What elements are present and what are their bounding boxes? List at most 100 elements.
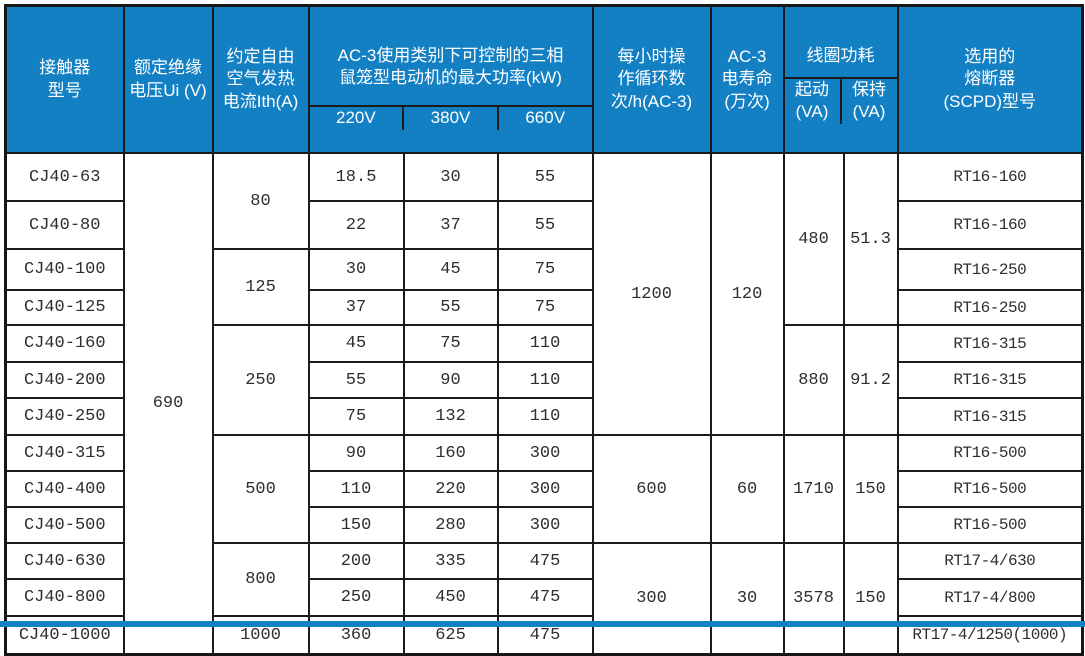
power-subheaders: 220V 380V 660V [311,107,591,130]
table-row: CJ40-80 22 37 55 RT16-160 [4,200,1084,251]
p660-cell: 55 [496,200,594,251]
cycles-cell: 600 [591,434,712,545]
ith-cell: 125 [211,248,310,327]
spec-table-sheet: 接触器 型号 额定绝缘 电压Ui (V) 约定自由 空气发热 电流Ith(A) … [4,4,1085,656]
model-cell: CJ40-250 [4,397,125,437]
ith-cell: 500 [211,434,310,545]
bottom-blue-bar [0,621,1085,627]
coil-start-cell: 1710 [782,434,845,545]
power-group-wrap: AC-3使用类别下可控制的三相 鼠笼型电动机的最大功率(kW) 220V 380… [310,29,591,130]
p220-cell: 90 [307,434,405,473]
p220-cell: 22 [307,200,405,251]
table-row: CJ40-800 250 450 475 RT17-4/800 [4,578,1084,618]
header-380v: 380V [402,107,497,130]
fuse-cell: RT16-500 [896,470,1084,509]
p220-cell: 75 [307,397,405,437]
p660-cell: 110 [496,361,594,400]
coil-hold-cell: 150 [842,434,899,545]
fuse-cell: RT17-4/800 [896,578,1084,618]
p220-cell: 37 [307,289,405,327]
fuse-cell: RT16-160 [896,152,1084,203]
table-row: CJ40-200 55 90 110 RT16-315 [4,361,1084,400]
model-cell: CJ40-125 [4,289,125,327]
p380-cell: 55 [402,289,499,327]
p660-cell: 300 [496,434,594,473]
life-cell: 120 [709,152,785,437]
cycles-cell: 300 [591,542,712,656]
fuse-cell: RT16-315 [896,361,1084,400]
table-row: CJ40-100 125 30 45 75 RT16-250 [4,248,1084,327]
p380-cell: 280 [402,506,499,545]
header-fuse: 选用的 熔断器 (SCPD)型号 [896,4,1084,155]
model-cell: CJ40-200 [4,361,125,400]
model-cell: CJ40-100 [4,248,125,292]
p220-cell: 55 [307,361,405,400]
contactor-spec-table: 接触器 型号 额定绝缘 电压Ui (V) 约定自由 空气发热 电流Ith(A) … [4,4,1085,656]
p660-cell: 110 [496,324,594,364]
fuse-cell: RT16-500 [896,506,1084,545]
coil-start-cell: 480 [782,152,845,327]
p660-cell: 300 [496,470,594,509]
cycles-cell: 1200 [591,152,712,437]
header-cycles: 每小时操 作循环数 次/h(AC-3) [591,4,712,155]
coil-group-wrap: 线圈功耗 起动 (VA) 保持 (VA) [785,36,896,124]
p220-cell: 150 [307,506,405,545]
header-row: 接触器 型号 额定绝缘 电压Ui (V) 约定自由 空气发热 电流Ith(A) … [4,4,1084,155]
table-row: CJ40-160 250 45 75 110 880 91.2 RT16-315 [4,324,1084,437]
header-power-group: AC-3使用类别下可控制的三相 鼠笼型电动机的最大功率(kW) 220V 380… [307,4,594,155]
header-660v: 660V [496,107,591,130]
fuse-cell: RT17-4/630 [896,542,1084,581]
life-cell: 30 [709,542,785,656]
p220-cell: 110 [307,470,405,509]
p660-cell: 475 [496,578,594,618]
table-row: CJ40-315 500 90 160 300 600 60 1710 150 … [4,434,1084,545]
fuse-cell: RT16-500 [896,434,1084,473]
table-header: 接触器 型号 额定绝缘 电压Ui (V) 约定自由 空气发热 电流Ith(A) … [4,4,1084,155]
coil-hold-cell: 51.3 [842,152,899,327]
table-row: CJ40-500 150 280 300 RT16-500 [4,506,1084,545]
header-220v: 220V [335,108,376,128]
p220-cell: 18.5 [307,152,405,203]
p660-cell: 55 [496,152,594,203]
ith-cell: 80 [211,152,310,251]
p660-cell: 475 [496,542,594,581]
fuse-cell: RT16-250 [896,289,1084,327]
p380-cell: 160 [402,434,499,473]
p220-cell: 30 [307,248,405,292]
p660-cell: 300 [496,506,594,545]
life-cell: 60 [709,434,785,545]
header-electrical-life: AC-3 电寿命 (万次) [709,4,785,155]
header-thermal-current: 约定自由 空气发热 电流Ith(A) [211,4,310,155]
table-row: CJ40-400 110 220 300 RT16-500 [4,470,1084,509]
p380-cell: 335 [402,542,499,581]
header-power-group-label: AC-3使用类别下可控制的三相 鼠笼型电动机的最大功率(kW) [310,29,591,108]
table-row: CJ40-63 690 80 18.5 30 55 1200 120 480 5… [4,152,1084,656]
p660-cell: 110 [496,397,594,437]
header-coil-group-label: 线圈功耗 [785,36,896,79]
coil-hold-cell: 150 [842,542,899,656]
p380-cell: 220 [402,470,499,509]
coil-start-cell: 3578 [782,542,845,656]
table-row: CJ40-125 37 55 75 RT16-250 [4,289,1084,327]
fuse-cell: RT16-250 [896,248,1084,292]
model-cell: CJ40-160 [4,324,125,364]
coil-subheaders: 起动 (VA) 保持 (VA) [786,78,896,124]
p380-cell: 37 [402,200,499,251]
p380-cell: 45 [402,248,499,292]
coil-hold-cell: 91.2 [842,324,899,437]
header-coil-start: 起动 (VA) [795,79,830,122]
model-cell: CJ40-400 [4,470,125,509]
p380-cell: 450 [402,578,499,618]
model-cell: CJ40-800 [4,578,125,618]
p220-cell: 45 [307,324,405,364]
table-row: CJ40-250 75 132 110 RT16-315 [4,397,1084,437]
p380-cell: 90 [402,361,499,400]
ui-voltage-cell: 690 [122,152,214,656]
table-body: CJ40-63 690 80 18.5 30 55 1200 120 480 5… [4,152,1084,656]
model-cell: CJ40-63 [4,152,125,203]
fuse-cell: RT16-315 [896,324,1084,364]
model-cell: CJ40-500 [4,506,125,545]
model-cell: CJ40-315 [4,434,125,473]
p220-cell: 250 [307,578,405,618]
p380-cell: 30 [402,152,499,203]
